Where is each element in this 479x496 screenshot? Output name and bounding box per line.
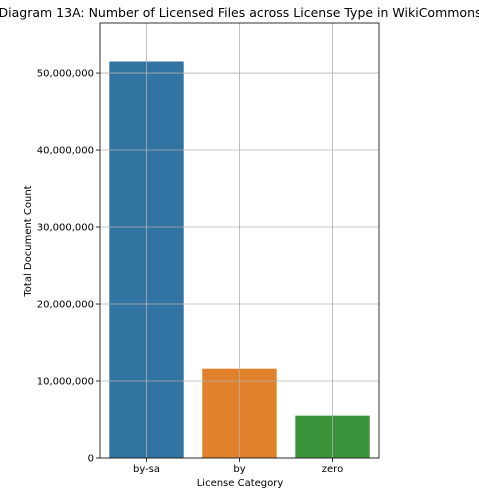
y-tick-label: 20,000,000	[37, 300, 94, 311]
y-tick-label: 10,000,000	[37, 377, 94, 388]
x-axis-label: License Category	[197, 478, 284, 489]
x-tick-label: by	[233, 464, 245, 475]
y-tick-label: 30,000,000	[37, 223, 94, 234]
y-tick-label: 50,000,000	[37, 69, 94, 80]
plot-frame	[99, 22, 380, 459]
chart-title: Diagram 13A: Number of Licensed Files ac…	[0, 5, 479, 20]
x-tick-label: zero	[322, 464, 343, 475]
y-tick-label: 40,000,000	[37, 146, 94, 157]
x-tick-label: by-sa	[133, 464, 160, 475]
y-axis-label: Total Document Count	[23, 185, 34, 297]
y-tick-label: 0	[88, 454, 94, 465]
